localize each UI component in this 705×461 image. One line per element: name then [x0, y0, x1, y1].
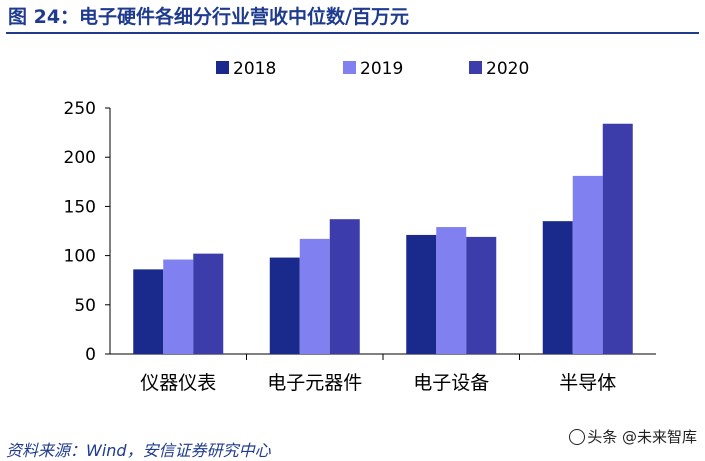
title-divider: [6, 32, 699, 34]
watermark: 头条 @未来智库: [567, 426, 697, 447]
bar: [163, 259, 194, 354]
watermark-text: 头条 @未来智库: [587, 428, 697, 446]
y-tick-label: 250: [64, 99, 96, 119]
bar: [299, 238, 330, 354]
bar: [602, 123, 633, 354]
legend-swatch: [343, 61, 356, 74]
bar: [329, 219, 360, 354]
y-tick-label: 0: [85, 345, 96, 365]
bar: [572, 175, 603, 354]
source-note: 资料来源：Wind，安信证券研究中心: [6, 441, 271, 460]
y-tick-label: 200: [64, 148, 96, 168]
x-tick-label: 电子设备: [413, 372, 489, 394]
legend-label: 2020: [486, 59, 529, 79]
legend-swatch: [216, 61, 229, 74]
x-tick-label: 电子元器件: [267, 372, 362, 394]
chart-title: 图 24：电子硬件各细分行业营收中位数/百万元: [8, 6, 409, 28]
bar: [406, 234, 437, 354]
bar: [466, 236, 497, 354]
bar: [193, 253, 224, 354]
bar: [436, 227, 467, 354]
legend-label: 2018: [233, 59, 276, 79]
bar: [269, 257, 300, 354]
bar: [133, 269, 164, 354]
y-tick-label: 150: [64, 197, 96, 217]
watermark-icon: [569, 429, 586, 445]
legend-label: 2019: [360, 59, 403, 79]
x-tick-label: 半导体: [559, 372, 616, 394]
y-tick-label: 50: [74, 296, 96, 316]
x-tick-label: 仪器仪表: [140, 372, 216, 394]
y-tick-label: 100: [64, 247, 96, 267]
legend-swatch: [469, 61, 482, 74]
bar: [542, 221, 573, 354]
